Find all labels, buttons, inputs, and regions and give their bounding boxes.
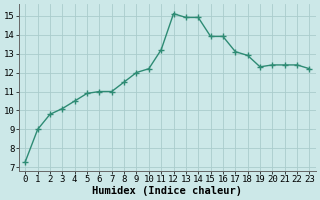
X-axis label: Humidex (Indice chaleur): Humidex (Indice chaleur) (92, 186, 242, 196)
